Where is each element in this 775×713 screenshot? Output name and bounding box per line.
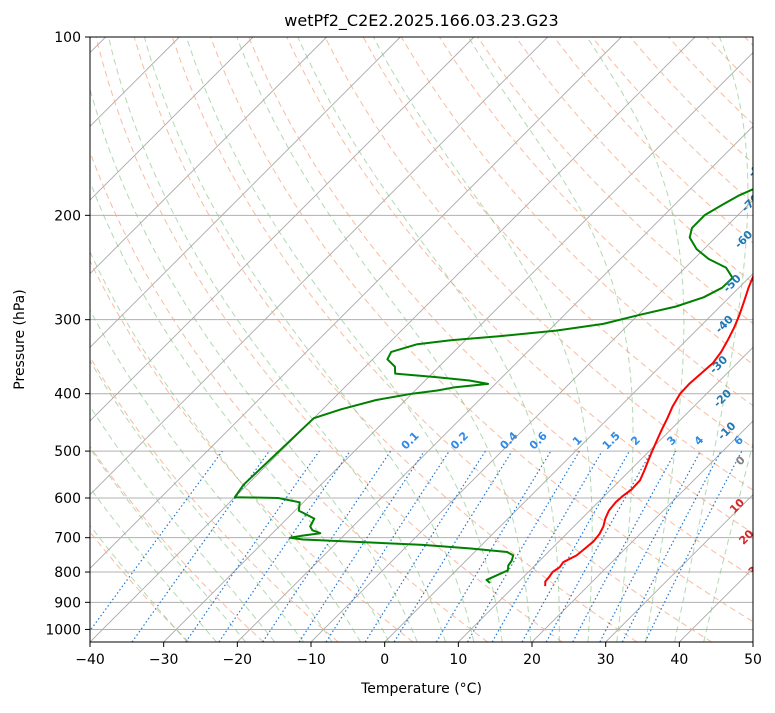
- x-axis-label: Temperature (°C): [360, 681, 482, 697]
- x-tick-label: −10: [296, 652, 326, 668]
- y-axis-label: Pressure (hPa): [12, 289, 28, 389]
- y-tick-label: 700: [54, 531, 81, 547]
- y-tick-label: 300: [54, 313, 81, 329]
- x-tick-label: 10: [449, 652, 467, 668]
- x-tick-label: 40: [670, 652, 688, 668]
- y-tick-label: 400: [54, 387, 81, 403]
- y-tick-label: 900: [54, 595, 81, 611]
- x-tick-label: 50: [744, 652, 762, 668]
- x-tick-label: −40: [75, 652, 105, 668]
- x-tick-label: −20: [223, 652, 253, 668]
- y-tick-label: 600: [54, 491, 81, 507]
- y-tick-label: 100: [54, 30, 81, 46]
- chart-title: wetPf2_C2E2.2025.166.03.23.G23: [284, 11, 558, 31]
- x-tick-label: 20: [523, 652, 541, 668]
- x-tick-label: −30: [149, 652, 179, 668]
- y-tick-label: 200: [54, 208, 81, 224]
- x-tick-label: 0: [380, 652, 389, 668]
- y-tick-label: 500: [54, 444, 81, 460]
- y-tick-label: 800: [54, 565, 81, 581]
- y-tick-label: 1000: [45, 622, 81, 638]
- x-tick-label: 30: [597, 652, 615, 668]
